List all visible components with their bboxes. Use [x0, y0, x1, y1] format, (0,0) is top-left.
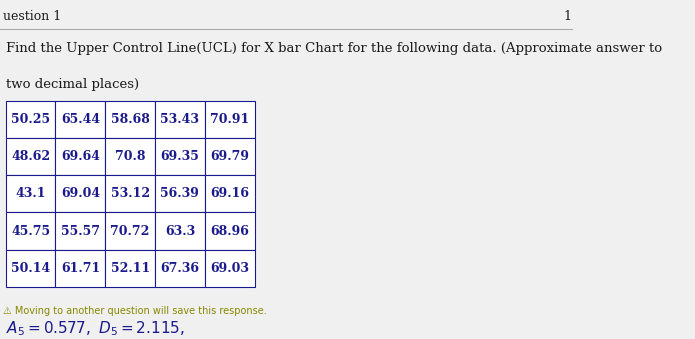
Text: uestion 1: uestion 1: [3, 10, 61, 23]
Text: 58.68: 58.68: [111, 113, 149, 126]
Text: 48.62: 48.62: [11, 150, 50, 163]
FancyBboxPatch shape: [56, 212, 105, 250]
Text: 65.44: 65.44: [61, 113, 100, 126]
Text: 69.04: 69.04: [61, 187, 100, 200]
Text: 63.3: 63.3: [165, 224, 195, 238]
FancyBboxPatch shape: [6, 250, 56, 287]
FancyBboxPatch shape: [56, 175, 105, 212]
Text: 69.16: 69.16: [210, 187, 250, 200]
FancyBboxPatch shape: [155, 100, 205, 138]
Text: 67.36: 67.36: [161, 262, 199, 275]
Text: 43.1: 43.1: [15, 187, 46, 200]
Text: 61.71: 61.71: [60, 262, 100, 275]
FancyBboxPatch shape: [56, 250, 105, 287]
FancyBboxPatch shape: [155, 138, 205, 175]
Text: 50.14: 50.14: [11, 262, 50, 275]
Text: 45.75: 45.75: [11, 224, 50, 238]
FancyBboxPatch shape: [205, 250, 254, 287]
FancyBboxPatch shape: [155, 212, 205, 250]
Text: Find the Upper Control Line(UCL) for X bar Chart for the following data. (Approx: Find the Upper Control Line(UCL) for X b…: [6, 42, 662, 55]
Text: 70.91: 70.91: [210, 113, 250, 126]
Text: 55.57: 55.57: [61, 224, 100, 238]
FancyBboxPatch shape: [6, 212, 56, 250]
Text: $A_5 = 0.577,\ D_5 = 2.115,$: $A_5 = 0.577,\ D_5 = 2.115,$: [6, 319, 185, 338]
Text: 52.11: 52.11: [111, 262, 150, 275]
Text: 69.64: 69.64: [61, 150, 100, 163]
FancyBboxPatch shape: [105, 175, 155, 212]
Text: 69.35: 69.35: [161, 150, 199, 163]
FancyBboxPatch shape: [105, 212, 155, 250]
FancyBboxPatch shape: [155, 175, 205, 212]
Text: 1: 1: [563, 10, 571, 23]
FancyBboxPatch shape: [6, 175, 56, 212]
FancyBboxPatch shape: [105, 250, 155, 287]
FancyBboxPatch shape: [105, 138, 155, 175]
Text: 69.79: 69.79: [210, 150, 250, 163]
FancyBboxPatch shape: [6, 100, 56, 138]
FancyBboxPatch shape: [205, 100, 254, 138]
Text: 70.72: 70.72: [111, 224, 150, 238]
Text: 68.96: 68.96: [211, 224, 249, 238]
Text: 56.39: 56.39: [161, 187, 199, 200]
FancyBboxPatch shape: [155, 250, 205, 287]
Text: ⚠ Moving to another question will save this response.: ⚠ Moving to another question will save t…: [3, 306, 267, 316]
FancyBboxPatch shape: [205, 212, 254, 250]
FancyBboxPatch shape: [56, 138, 105, 175]
FancyBboxPatch shape: [56, 100, 105, 138]
FancyBboxPatch shape: [105, 100, 155, 138]
Text: 53.43: 53.43: [161, 113, 199, 126]
FancyBboxPatch shape: [205, 175, 254, 212]
FancyBboxPatch shape: [6, 138, 56, 175]
Text: 50.25: 50.25: [11, 113, 50, 126]
Text: two decimal places): two decimal places): [6, 78, 139, 91]
FancyBboxPatch shape: [205, 138, 254, 175]
Text: 53.12: 53.12: [111, 187, 149, 200]
Text: 69.03: 69.03: [210, 262, 250, 275]
Text: 70.8: 70.8: [115, 150, 145, 163]
